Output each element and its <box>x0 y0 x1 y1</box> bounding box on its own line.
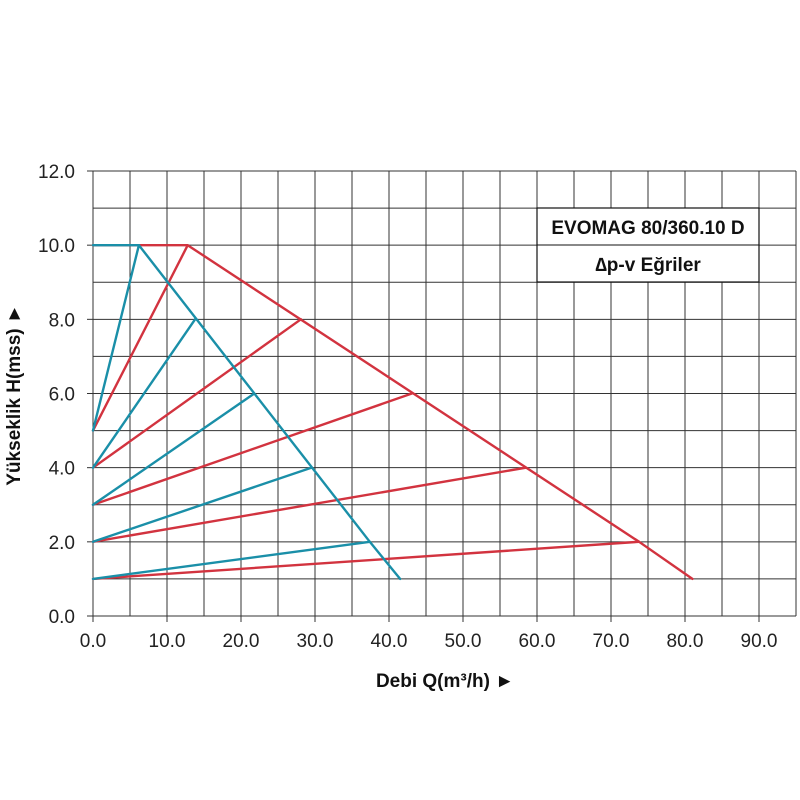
blue-curve-6 <box>91 243 402 581</box>
red-curve-0 <box>91 243 694 581</box>
y-tick-label: 2.0 <box>49 533 75 554</box>
blue-curve-7 <box>91 243 141 432</box>
x-tick-labels: 0.0 10.0 20.0 30.0 40.0 50.0 60.0 70.0 80.0 90.0 <box>80 631 778 652</box>
red-curve-4 <box>91 466 528 543</box>
series-layer <box>91 243 694 581</box>
blue-curve-8 <box>91 318 197 469</box>
y-tick-label: 6.0 <box>49 385 75 406</box>
legend-title: EVOMAG 80/360.10 D <box>551 218 744 239</box>
y-tick-label: 12.0 <box>38 162 75 183</box>
x-tick-label: 90.0 <box>741 631 778 652</box>
x-tick-label: 0.0 <box>80 631 106 652</box>
x-tick-label: 10.0 <box>149 631 186 652</box>
y-tick-label: 0.0 <box>49 607 75 628</box>
x-axis-label: Debi Q(m³/h) ► <box>376 671 514 692</box>
y-tick-labels: 0.0 2.0 4.0 6.0 8.0 10.0 12.0 <box>38 162 75 628</box>
legend-subtitle: ∆p-v Eğriler <box>595 255 701 276</box>
x-tick-label: 70.0 <box>593 631 630 652</box>
x-tick-label: 80.0 <box>667 631 704 652</box>
red-curve-5 <box>91 540 641 581</box>
x-tick-label: 60.0 <box>519 631 556 652</box>
blue-curve-10 <box>91 466 313 543</box>
red-curve-2 <box>91 318 303 469</box>
x-tick-label: 50.0 <box>445 631 482 652</box>
y-axis-label: Yükseklik H(mss) ► <box>4 304 25 485</box>
x-tick-label: 40.0 <box>371 631 408 652</box>
red-curve-1 <box>91 243 189 432</box>
y-tick-label: 8.0 <box>49 310 75 331</box>
y-tick-label: 10.0 <box>38 236 75 257</box>
blue-curve-9 <box>91 392 256 506</box>
blue-curve-11 <box>91 540 371 581</box>
legend-box: EVOMAG 80/360.10 D ∆p-v Eğriler <box>536 207 760 283</box>
y-tick-label: 4.0 <box>49 459 75 480</box>
x-tick-label: 20.0 <box>223 631 260 652</box>
red-curve-3 <box>91 392 414 506</box>
x-tick-label: 30.0 <box>297 631 334 652</box>
